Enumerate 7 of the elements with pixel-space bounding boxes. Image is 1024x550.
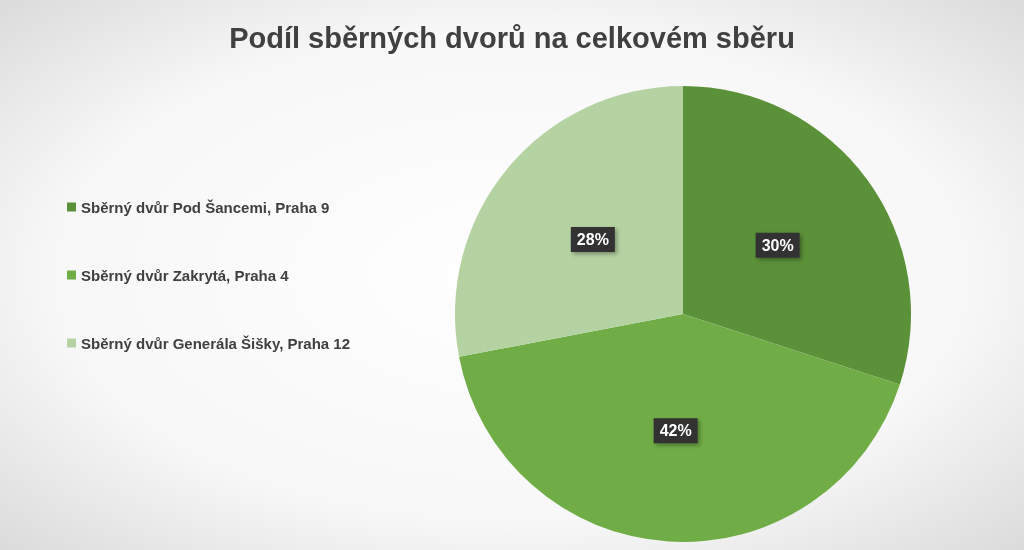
legend-label: Sběrný dvůr Generála Šišky, Praha 12 <box>81 334 351 352</box>
chart-title: Podíl sběrných dvorů na celkovém sběru <box>229 21 795 54</box>
data-label: 30% <box>761 236 794 254</box>
legend-label: Sběrný dvůr Zakrytá, Praha 4 <box>81 266 290 284</box>
data-label: 42% <box>659 422 692 440</box>
legend-label: Sběrný dvůr Pod Šancemi, Praha 9 <box>81 198 330 216</box>
data-label: 28% <box>576 230 609 248</box>
